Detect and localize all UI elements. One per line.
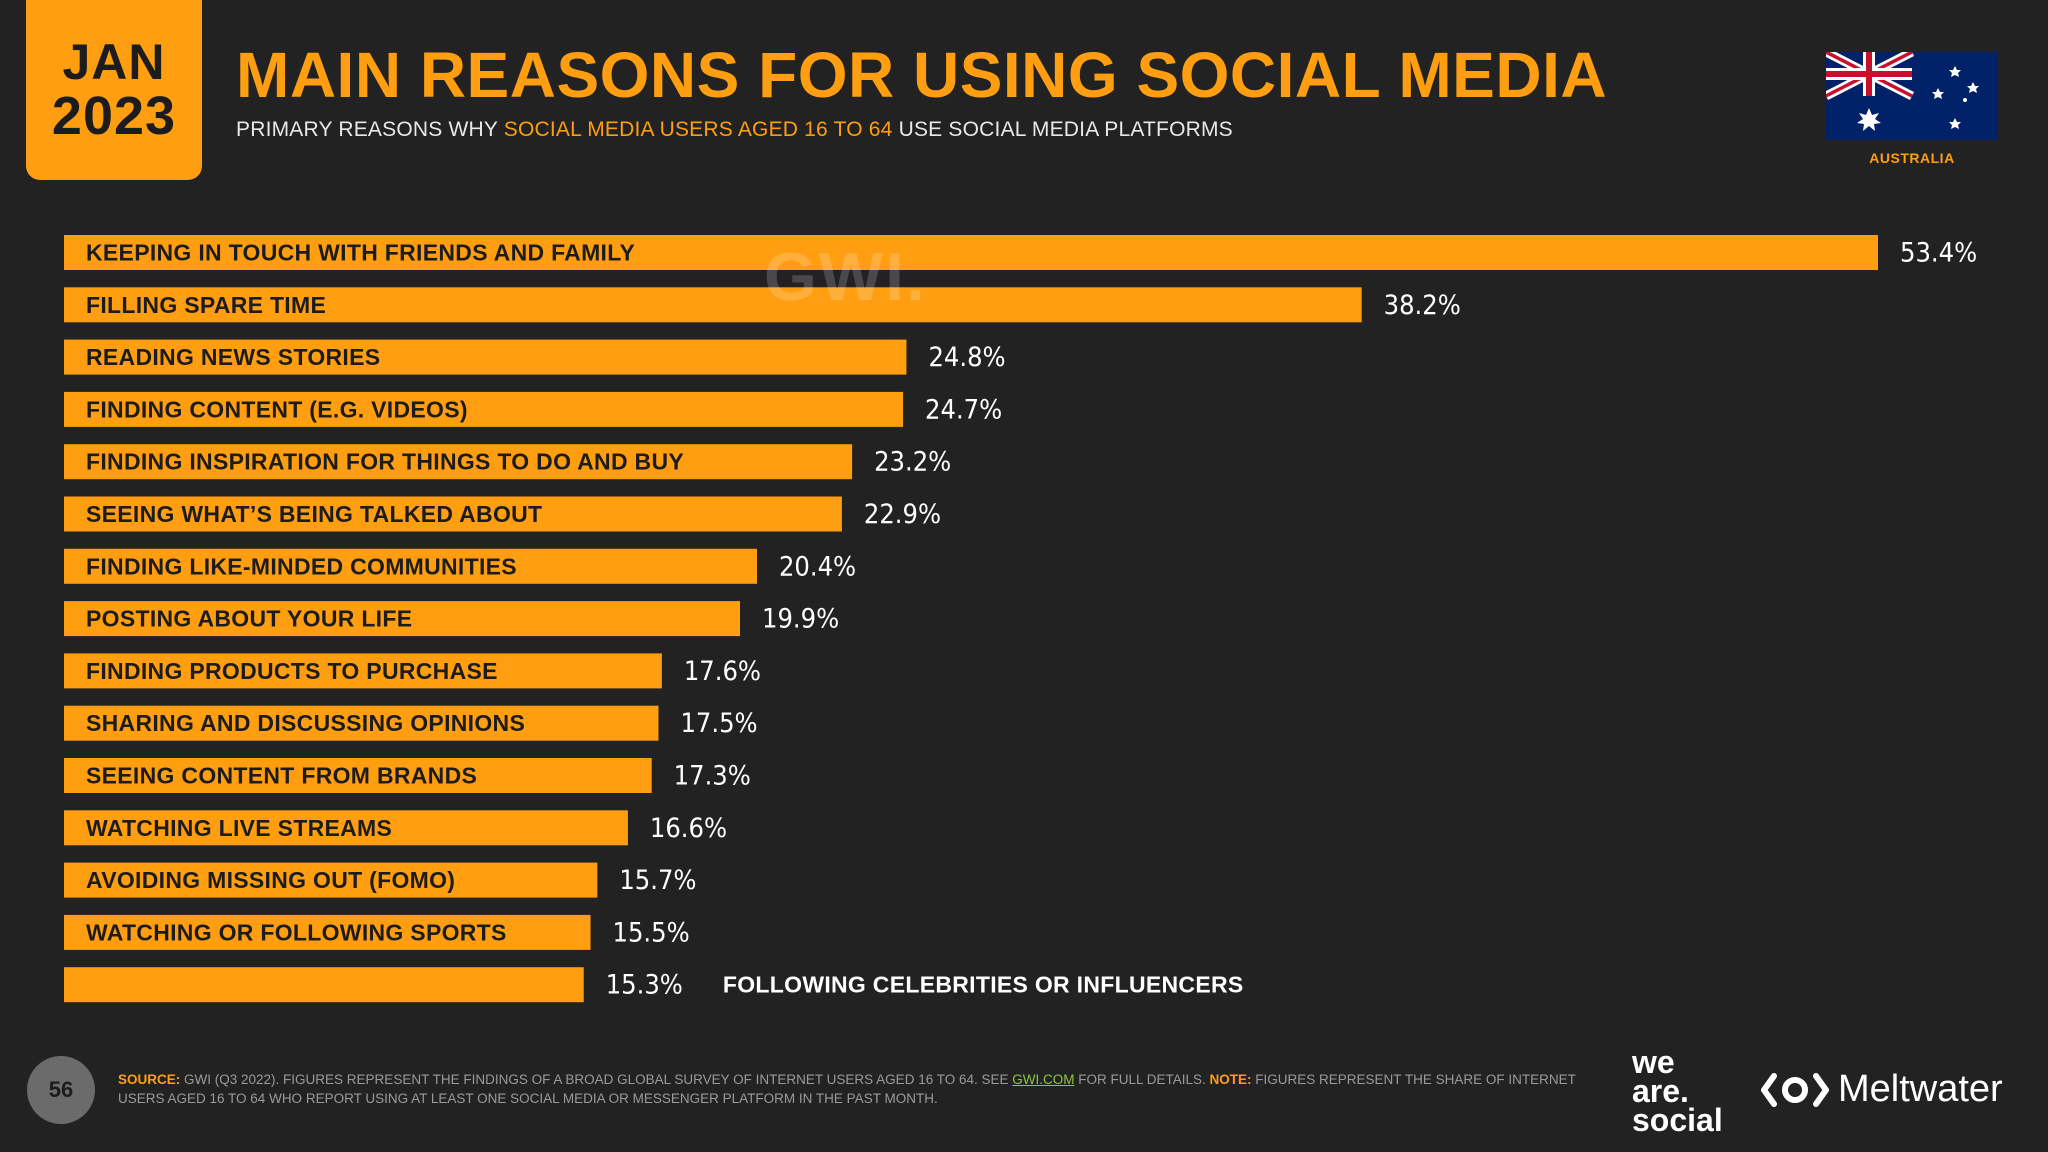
value-label-2: 38.2% <box>1384 290 1461 321</box>
country-label: AUSTRALIA <box>1869 150 1955 166</box>
value-label-13: 15.7% <box>619 865 696 896</box>
bar-8 <box>64 601 741 637</box>
bar-7 <box>64 548 757 584</box>
source-link[interactable]: GWI.COM <box>1012 1072 1075 1087</box>
source-label: SOURCE: <box>118 1072 181 1087</box>
subtitle-highlight: SOCIAL MEDIA USERS AGED 16 TO 64 <box>503 118 893 141</box>
category-label-6: SEEING WHAT’S BEING TALKED ABOUT <box>86 501 542 527</box>
page-title: MAIN REASONS FOR USING SOCIAL MEDIA <box>236 39 1608 111</box>
category-label-11: SEEING CONTENT FROM BRANDS <box>86 763 477 789</box>
bar-13 <box>64 862 598 898</box>
category-label-15: FOLLOWING CELEBRITIES OR INFLUENCERS <box>723 972 1244 998</box>
bar-5 <box>64 444 853 480</box>
bar-15 <box>64 967 584 1003</box>
value-label-8: 19.9% <box>762 604 839 635</box>
page-number: 56 <box>27 1056 95 1124</box>
category-label-12: WATCHING LIVE STREAMS <box>86 815 392 841</box>
value-label-12: 16.6% <box>650 813 727 844</box>
australia-flag-icon <box>1823 47 1998 140</box>
category-label-1: KEEPING IN TOUCH WITH FRIENDS AND FAMILY <box>86 240 635 266</box>
we-are-social-logo: we are. social <box>1632 1044 1723 1138</box>
category-label-9: FINDING PRODUCTS TO PURCHASE <box>86 658 498 684</box>
bar-6 <box>64 496 842 532</box>
value-label-7: 20.4% <box>779 551 856 582</box>
category-label-10: SHARING AND DISCUSSING OPINIONS <box>86 710 525 736</box>
bar-3 <box>64 339 907 375</box>
subtitle-pre: PRIMARY REASONS WHY <box>236 118 504 141</box>
date-year: 2023 <box>51 86 177 146</box>
bar-9 <box>64 653 662 689</box>
value-label-15: 15.3% <box>606 970 683 1001</box>
meltwater-logo: Meltwater <box>1760 1068 2003 1111</box>
bar-4 <box>64 391 904 427</box>
footnote: SOURCE: GWI (Q3 2022). FIGURES REPRESENT… <box>118 1070 1578 1108</box>
meltwater-logo-icon <box>1761 1072 1829 1107</box>
category-label-5: FINDING INSPIRATION FOR THINGS TO DO AND… <box>86 449 684 475</box>
category-label-4: FINDING CONTENT (E.G. VIDEOS) <box>86 396 468 422</box>
bar-12 <box>64 810 628 846</box>
value-label-9: 17.6% <box>684 656 761 687</box>
value-label-14: 15.5% <box>613 917 690 948</box>
value-label-3: 24.8% <box>928 342 1005 373</box>
value-label-1: 53.4% <box>1900 238 1977 269</box>
value-label-11: 17.3% <box>674 761 751 792</box>
note-text: FIGURES REPRESENT THE SHARE OF INTERNET … <box>118 1072 1576 1106</box>
category-label-14: WATCHING OR FOLLOWING SPORTS <box>86 919 507 945</box>
value-label-5: 23.2% <box>874 447 951 478</box>
bar-11 <box>64 758 652 793</box>
bar-10 <box>64 705 659 741</box>
bar-1 <box>64 235 1878 270</box>
bar-2 <box>64 287 1362 323</box>
brand-line-2: are. <box>1632 1073 1689 1109</box>
value-label-10: 17.5% <box>680 708 757 739</box>
source-text-2: FOR FULL DETAILS. <box>1074 1072 1210 1087</box>
subtitle-post: USE SOCIAL MEDIA PLATFORMS <box>892 118 1233 141</box>
brand-line-1: we <box>1632 1044 1675 1080</box>
gwi-watermark: GWI. <box>764 239 927 315</box>
brand-line-3: social <box>1632 1102 1723 1138</box>
category-label-8: POSTING ABOUT YOUR LIFE <box>86 606 412 632</box>
page-subtitle: PRIMARY REASONS WHY SOCIAL MEDIA USERS A… <box>236 118 1233 142</box>
value-label-4: 24.7% <box>925 394 1002 425</box>
source-text-1: GWI (Q3 2022). FIGURES REPRESENT THE FIN… <box>180 1072 1013 1087</box>
category-label-7: FINDING LIKE-MINDED COMMUNITIES <box>86 553 517 579</box>
date-badge: JAN 2023 <box>26 0 202 180</box>
category-label-13: AVOIDING MISSING OUT (FOMO) <box>86 867 455 893</box>
bar-14 <box>64 914 591 950</box>
date-month: JAN <box>62 34 166 90</box>
note-label: NOTE: <box>1209 1072 1252 1087</box>
category-label-3: READING NEWS STORIES <box>86 344 380 370</box>
bar-chart: 53.4% KEEPING IN TOUCH WITH FRIENDS AND F… <box>64 235 1977 1003</box>
value-label-6: 22.9% <box>864 499 941 530</box>
meltwater-text: Meltwater <box>1838 1068 2003 1110</box>
category-label-2: FILLING SPARE TIME <box>86 292 326 318</box>
